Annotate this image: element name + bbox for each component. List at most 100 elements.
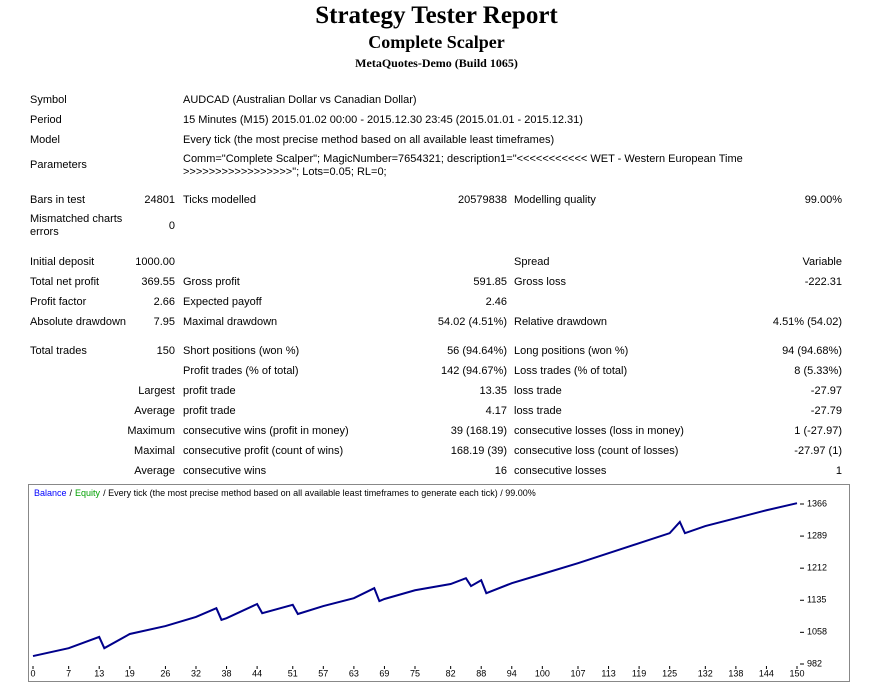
stat-label: Profit factor bbox=[30, 296, 87, 308]
legend-separator: / bbox=[69, 488, 73, 498]
x-tick-label: 94 bbox=[507, 668, 517, 678]
stat-label: Total trades bbox=[30, 345, 87, 357]
stat-value: 54.02 (4.51%) bbox=[437, 316, 507, 328]
x-tick-label: 7 bbox=[66, 668, 71, 678]
info-value: Comm="Complete Scalper"; MagicNumber=765… bbox=[183, 153, 743, 178]
stat-value: 8 (5.33%) bbox=[794, 365, 842, 377]
info-value: AUDCAD (Australian Dollar vs Canadian Do… bbox=[183, 94, 417, 106]
stat-label: profit trade bbox=[183, 385, 236, 397]
x-tick-label: 26 bbox=[160, 668, 170, 678]
stat-label: Expected payoff bbox=[183, 296, 262, 308]
stat-label: Long positions (won %) bbox=[514, 345, 629, 357]
stat-label: profit trade bbox=[183, 405, 236, 417]
stat-value: -222.31 bbox=[804, 276, 842, 288]
info-label: Parameters bbox=[30, 159, 87, 171]
y-tick-label: 1135 bbox=[807, 595, 826, 605]
y-tick-label: 1058 bbox=[807, 627, 827, 637]
stat-value: 4.17 bbox=[485, 405, 507, 417]
stat-value: Maximum bbox=[127, 425, 175, 437]
stat-label: Relative drawdown bbox=[514, 316, 607, 328]
x-tick-label: 119 bbox=[632, 668, 646, 678]
balance-line bbox=[32, 502, 798, 658]
stat-label: Gross profit bbox=[183, 276, 240, 288]
stat-label: Maximal drawdown bbox=[183, 316, 278, 328]
stat-label: consecutive loss (count of losses) bbox=[514, 445, 679, 457]
stat-label: consecutive losses bbox=[514, 465, 607, 477]
y-tick-label: 1366 bbox=[807, 498, 827, 508]
legend-equity: Equity bbox=[75, 488, 101, 498]
stat-value: 99.00% bbox=[804, 194, 842, 206]
stat-label: Initial deposit bbox=[30, 256, 95, 268]
stat-value: 20579838 bbox=[458, 194, 507, 206]
stat-value: 369.55 bbox=[141, 276, 175, 288]
chart-subtitle: / Every tick (the most precise method ba… bbox=[103, 488, 536, 498]
stat-value: 1000.00 bbox=[135, 256, 175, 268]
stat-label: Modelling quality bbox=[514, 194, 596, 206]
stat-value: 150 bbox=[156, 345, 175, 357]
stat-label: consecutive profit (count of wins) bbox=[183, 445, 344, 457]
info-label: Period bbox=[30, 114, 62, 126]
x-tick-label: 57 bbox=[318, 668, 328, 678]
stat-value: 16 bbox=[494, 465, 507, 477]
x-tick-label: 69 bbox=[379, 668, 389, 678]
stat-value: 4.51% (54.02) bbox=[772, 316, 842, 328]
stat-value: 1 bbox=[835, 465, 842, 477]
x-tick-label: 138 bbox=[728, 668, 743, 678]
stat-value: 13.35 bbox=[479, 385, 507, 397]
stat-value: 2.66 bbox=[153, 296, 175, 308]
x-tick-label: 38 bbox=[222, 668, 232, 678]
x-tick-label: 13 bbox=[94, 668, 104, 678]
stat-value: -27.97 bbox=[810, 385, 842, 397]
y-tick-label: 1289 bbox=[807, 530, 827, 540]
stat-value: 94 (94.68%) bbox=[782, 345, 842, 357]
info-value: 15 Minutes (M15) 2015.01.02 00:00 - 2015… bbox=[183, 114, 583, 126]
stat-value: 591.85 bbox=[473, 276, 507, 288]
stat-value: 2.46 bbox=[485, 296, 507, 308]
stat-value: 24801 bbox=[144, 194, 175, 206]
stat-value: Average bbox=[134, 405, 175, 417]
stat-value: Largest bbox=[138, 385, 175, 397]
y-tick-label: 1212 bbox=[807, 563, 827, 573]
stat-value: 0 bbox=[168, 220, 175, 232]
stat-label: Total net profit bbox=[30, 276, 100, 288]
stat-label: consecutive wins (profit in money) bbox=[183, 425, 349, 437]
stat-value: 168.19 (39) bbox=[450, 445, 507, 457]
chart-frame bbox=[28, 484, 850, 682]
stat-value: 39 (168.19) bbox=[450, 425, 507, 437]
chart: 982 1058 1135 1212 1289 1366 0 7 13 19 26 32 38 44 51 5… bbox=[28, 484, 850, 682]
stat-value: 142 (94.67%) bbox=[440, 365, 507, 377]
stat-value: -27.97 (1) bbox=[794, 445, 842, 457]
server: MetaQuotes-Demo (Build 1065) bbox=[355, 56, 518, 70]
stat-value: 7.95 bbox=[153, 316, 175, 328]
stat-value: Average bbox=[134, 465, 175, 477]
x-tick-label: 88 bbox=[476, 668, 486, 678]
legend-balance: Balance bbox=[34, 488, 67, 498]
stat-value: -27.79 bbox=[810, 405, 842, 417]
stat-label: Gross loss bbox=[514, 276, 566, 288]
stat-value: 1 (-27.97) bbox=[794, 425, 842, 437]
stat-label: loss trade bbox=[514, 385, 562, 397]
stat-label: loss trade bbox=[514, 405, 562, 417]
x-tick-label: 107 bbox=[570, 668, 585, 678]
stat-label: Spread bbox=[514, 256, 550, 268]
report-title: Strategy Tester Report bbox=[315, 2, 558, 29]
stat-label: consecutive wins bbox=[183, 465, 267, 477]
info-label: Symbol bbox=[30, 94, 67, 106]
stat-label: Loss trades (% of total) bbox=[514, 365, 628, 377]
legend: Balance / Equity / Every tick (the most pre… bbox=[34, 488, 539, 498]
info-value: Every tick (the most precise method base… bbox=[183, 134, 555, 146]
x-tick-label: 82 bbox=[446, 668, 456, 678]
x-tick-label: 125 bbox=[662, 668, 677, 678]
x-tick-label: 144 bbox=[759, 668, 774, 678]
x-tick-label: 150 bbox=[789, 668, 804, 678]
stat-label: Absolute drawdown bbox=[30, 316, 127, 328]
x-tick-label: 113 bbox=[601, 668, 615, 678]
y-tick-label: 982 bbox=[807, 658, 822, 668]
x-tick-label: 132 bbox=[698, 668, 713, 678]
info-label: Model bbox=[30, 134, 60, 146]
x-tick-label: 19 bbox=[125, 668, 135, 678]
stat-label: Short positions (won %) bbox=[183, 345, 300, 357]
stat-value: Maximal bbox=[134, 445, 175, 457]
x-tick-label: 75 bbox=[410, 668, 420, 678]
